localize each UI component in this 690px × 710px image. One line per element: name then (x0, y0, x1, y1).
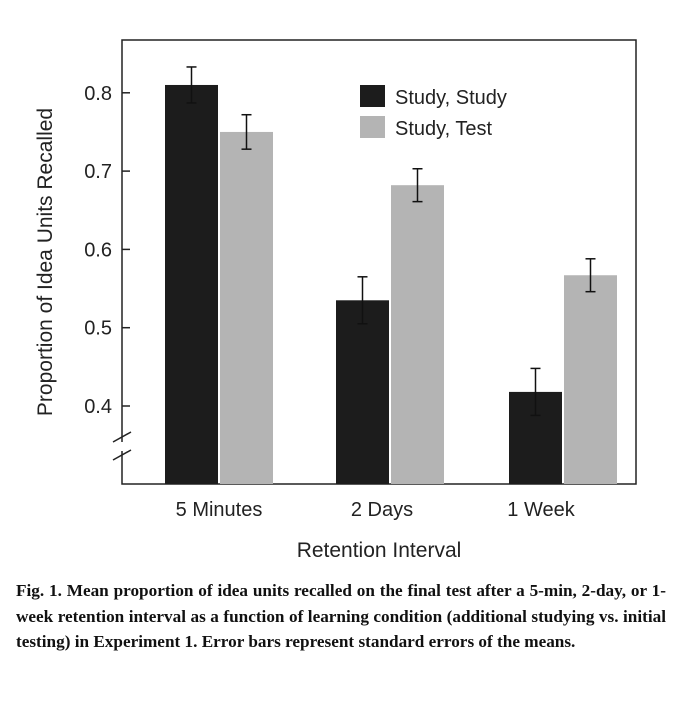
axis-break-icon (112, 431, 132, 461)
y-tick-label: 0.4 (84, 396, 112, 418)
x-axis: 5 Minutes 2 Days 1 Week (176, 499, 576, 521)
legend: Study, Study Study, Test (360, 85, 507, 140)
x-axis-label: Retention Interval (297, 539, 462, 562)
legend-swatch (360, 85, 385, 107)
caption-text: Mean proportion of idea units recalled o… (16, 581, 666, 651)
x-tick-label: 5 Minutes (176, 499, 263, 521)
figure-label: Fig. 1. (16, 581, 62, 600)
y-tick-label: 0.6 (84, 239, 112, 261)
bar (336, 300, 389, 484)
bar (220, 131, 273, 484)
bar (165, 84, 218, 484)
y-tick-label: 0.8 (84, 83, 112, 105)
y-tick-label: 0.7 (84, 161, 112, 183)
legend-swatch (360, 116, 385, 138)
figure-caption: Fig. 1. Mean proportion of idea units re… (16, 578, 666, 655)
x-tick-label: 1 Week (507, 499, 575, 521)
y-axis-label: Proportion of Idea Units Recalled (34, 108, 57, 416)
y-axis: 0.4 0.5 0.6 0.7 0.8 (84, 83, 130, 418)
error-bars-layer (186, 66, 596, 417)
x-tick-label: 2 Days (351, 499, 413, 521)
bar (564, 275, 617, 484)
bars-layer (165, 84, 617, 484)
y-tick-label: 0.5 (84, 318, 112, 340)
legend-label: Study, Test (395, 118, 493, 140)
bar (391, 185, 444, 484)
legend-label: Study, Study (395, 87, 507, 109)
